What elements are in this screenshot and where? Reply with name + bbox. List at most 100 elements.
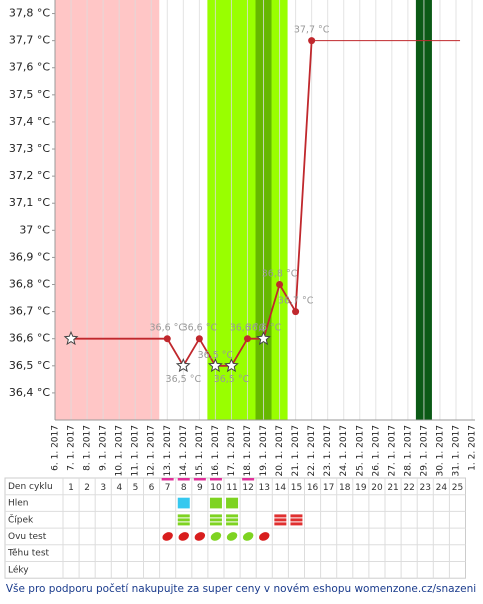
day-number: 7 [165,483,171,493]
x-tick-label: 20. 1. 2017 [275,425,285,477]
star-marker [175,357,191,373]
cervix-icon [290,518,303,522]
day-number: 4 [116,483,122,493]
day-highlight [209,478,222,481]
day-number: 10 [210,483,222,493]
y-tick-label: 36,7 °C [9,305,50,318]
x-tick-label: 11. 1. 2017 [131,425,141,477]
y-tick-label: 37,7 °C [9,34,50,47]
point-label: 36,6 °C [230,323,266,334]
day-number: 17 [323,483,334,493]
x-tick-label: 28. 1. 2017 [403,425,413,477]
table-header: Den cyklu [8,482,53,492]
day-number: 24 [436,483,448,493]
dot-marker [292,308,300,316]
day-number: 14 [275,483,287,493]
cervix-icon [290,522,303,526]
day-number: 15 [291,483,302,493]
star-marker [224,358,239,373]
day-number: 12 [242,483,253,493]
cervix-icon [209,522,222,526]
point-label: 36,8 °C [262,269,298,280]
ovu-icon [258,532,270,541]
x-tick-label: 8. 1. 2017 [83,425,93,471]
y-tick-label: 36,4 °C [9,386,50,399]
mucus-icon [226,497,239,509]
day-number: 9 [197,483,203,493]
day-number: 5 [133,483,139,493]
y-tick-label: 36,6 °C [9,332,50,345]
cervix-icon [226,522,239,526]
cervix-icon [290,514,303,518]
point-label: 37,7 °C [294,25,330,36]
cervix-icon [226,518,239,522]
cervix-icon [274,522,287,526]
x-tick-label: 25. 1. 2017 [355,425,365,477]
y-tick-label: 37 °C [19,223,50,236]
y-tick-label: 37,8 °C [9,7,50,20]
x-tick-label: 10. 1. 2017 [115,425,125,477]
cervix-icon [177,522,190,526]
x-tick-label: 17. 1. 2017 [227,425,237,477]
day-number: 2 [84,483,90,493]
cervix-icon [274,518,287,522]
point-label: 36,6 °C [149,323,185,334]
day-number: 25 [452,483,463,493]
x-tick-label: 29. 1. 2017 [419,425,429,477]
x-tick-label: 19. 1. 2017 [259,425,269,477]
y-tick-label: 36,8 °C [9,278,50,291]
y-tick-label: 37,2 °C [9,169,50,182]
point-label: 36,5 °C [166,374,202,385]
y-tick-label: 37,6 °C [9,61,50,74]
x-tick-label: 27. 1. 2017 [387,425,397,477]
x-tick-label: 24. 1. 2017 [339,425,349,477]
day-number: 21 [387,483,398,493]
x-tick-label: 23. 1. 2017 [323,425,333,477]
y-tick-label: 36,9 °C [9,250,50,263]
x-tick-label: 22. 1. 2017 [307,425,317,477]
row-label: Léky [8,564,29,575]
x-tick-label: 21. 1. 2017 [291,425,301,477]
mucus-icon [209,497,222,509]
dot-marker [276,281,284,289]
day-number: 13 [259,483,270,493]
day-number: 23 [420,483,431,493]
row-label: Čípek [8,513,34,525]
cervix-icon [226,514,239,518]
x-tick-label: 6. 1. 2017 [51,425,61,471]
day-number: 11 [226,483,237,493]
day-highlight [161,478,174,481]
day-number: 3 [100,483,106,493]
point-label: 36,5 °C [214,374,250,385]
x-tick-label: 31. 1. 2017 [452,425,462,477]
point-label: 36,7 °C [278,296,314,307]
row-label: Hlen [8,499,29,509]
ovu-icon [226,532,238,541]
x-tick-label: 9. 1. 2017 [99,425,109,471]
row-label: Ovu test [8,532,47,542]
x-tick-label: 16. 1. 2017 [211,425,221,477]
day-number: 20 [371,483,383,493]
cervix-icon [177,518,190,522]
star-marker [207,357,223,373]
x-tick-label: 26. 1. 2017 [371,425,381,477]
ovu-icon [210,532,222,541]
day-number: 18 [339,483,351,493]
x-tick-label: 15. 1. 2017 [195,425,205,477]
day-highlight [193,478,206,481]
dot-marker [308,37,316,45]
y-tick-label: 36,5 °C [9,359,50,372]
point-label: 36,6 °C [182,323,218,334]
day-number: 22 [403,483,414,493]
cervix-icon [209,514,222,518]
y-tick-label: 37,3 °C [9,142,50,155]
day-number: 16 [307,483,319,493]
footer-link[interactable]: Vše pro podporu početí nakupujte za supe… [6,583,476,595]
point-label: 36,6 °C [246,323,282,334]
cervix-icon [274,514,287,518]
day-number: 8 [181,483,187,493]
cervix-icon [209,518,222,522]
star-marker [256,330,271,346]
day-highlight [242,478,255,481]
